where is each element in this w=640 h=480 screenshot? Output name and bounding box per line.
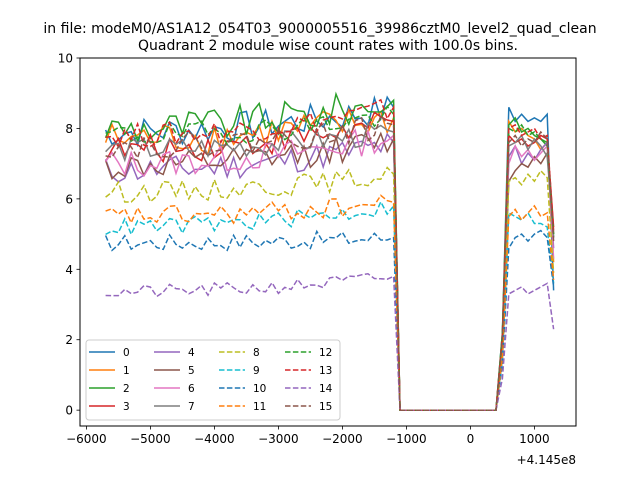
y-tick-label: 0 [65, 404, 73, 418]
legend-label-10: 10 [253, 383, 266, 395]
legend-label-6: 6 [188, 383, 195, 395]
series-line-15 [105, 114, 555, 411]
legend-label-7: 7 [188, 401, 195, 413]
series-layer [104, 91, 555, 411]
y-tick-label: 6 [65, 192, 73, 206]
legend-label-11: 11 [253, 401, 266, 413]
y-tick-label: 2 [65, 333, 73, 347]
legend-label-9: 9 [253, 365, 260, 377]
legend-label-15: 15 [319, 401, 332, 413]
legend-label-14: 14 [319, 383, 333, 395]
series-line-14 [105, 273, 555, 411]
x-offset-label: +4.145e8 [517, 453, 576, 467]
y-tick-label: 8 [65, 122, 73, 136]
x-tick-label: 0 [467, 432, 475, 446]
axes: −6000 −5000 −4000 −3000 −2000 −1000 0 1000 0 2 4 6… [58, 52, 577, 467]
y-tick-label: 4 [65, 263, 73, 277]
x-tick-label: −2000 [322, 432, 363, 446]
legend-label-2: 2 [123, 383, 130, 395]
legend-label-3: 3 [123, 401, 130, 413]
x-tick-label: −4000 [194, 432, 235, 446]
x-tick-label: 1000 [519, 432, 550, 446]
y-tick-label: 10 [58, 52, 73, 66]
plot-frame [79, 57, 577, 427]
legend-box [85, 339, 341, 421]
chart-title: Quadrant 2 module wise count rates with … [138, 38, 518, 54]
legend-label-12: 12 [319, 347, 332, 359]
legend-label-4: 4 [188, 347, 195, 359]
x-tick-label: −5000 [130, 432, 171, 446]
series-line-10 [104, 229, 555, 411]
x-tick-label: −6000 [66, 432, 107, 446]
x-tick-label: −3000 [258, 432, 299, 446]
figure-suptitle: in file: modeM0/AS1A12_054T03_9000005516… [43, 21, 596, 37]
legend-label-13: 13 [319, 365, 332, 377]
legend-label-8: 8 [253, 347, 260, 359]
legend-label-0: 0 [123, 347, 130, 359]
y-axis: 0 2 4 6 8 10 [58, 52, 80, 418]
legend-label-1: 1 [123, 365, 130, 377]
x-axis: −6000 −5000 −4000 −3000 −2000 −1000 0 1000 [66, 426, 550, 446]
legend-label-5: 5 [188, 365, 195, 377]
x-tick-label: −1000 [386, 432, 427, 446]
